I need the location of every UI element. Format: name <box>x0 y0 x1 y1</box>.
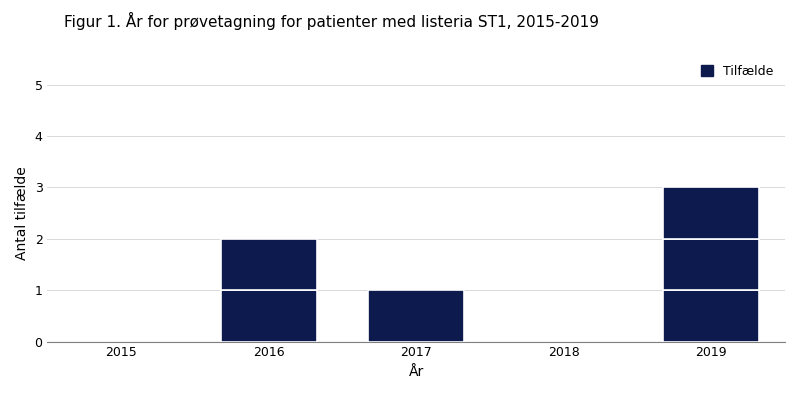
Bar <box>221 290 317 342</box>
Y-axis label: Antal tilfælde: Antal tilfælde <box>15 166 29 260</box>
X-axis label: År: År <box>409 365 424 379</box>
Bar <box>663 239 759 290</box>
Bar <box>221 239 317 290</box>
Text: Figur 1. År for prøvetagning for patienter med listeria ST1, 2015-2019: Figur 1. År for prøvetagning for patient… <box>64 12 599 30</box>
Legend: Tilfælde: Tilfælde <box>696 60 778 83</box>
Bar <box>663 290 759 342</box>
Bar <box>663 188 759 239</box>
Bar <box>368 290 464 342</box>
